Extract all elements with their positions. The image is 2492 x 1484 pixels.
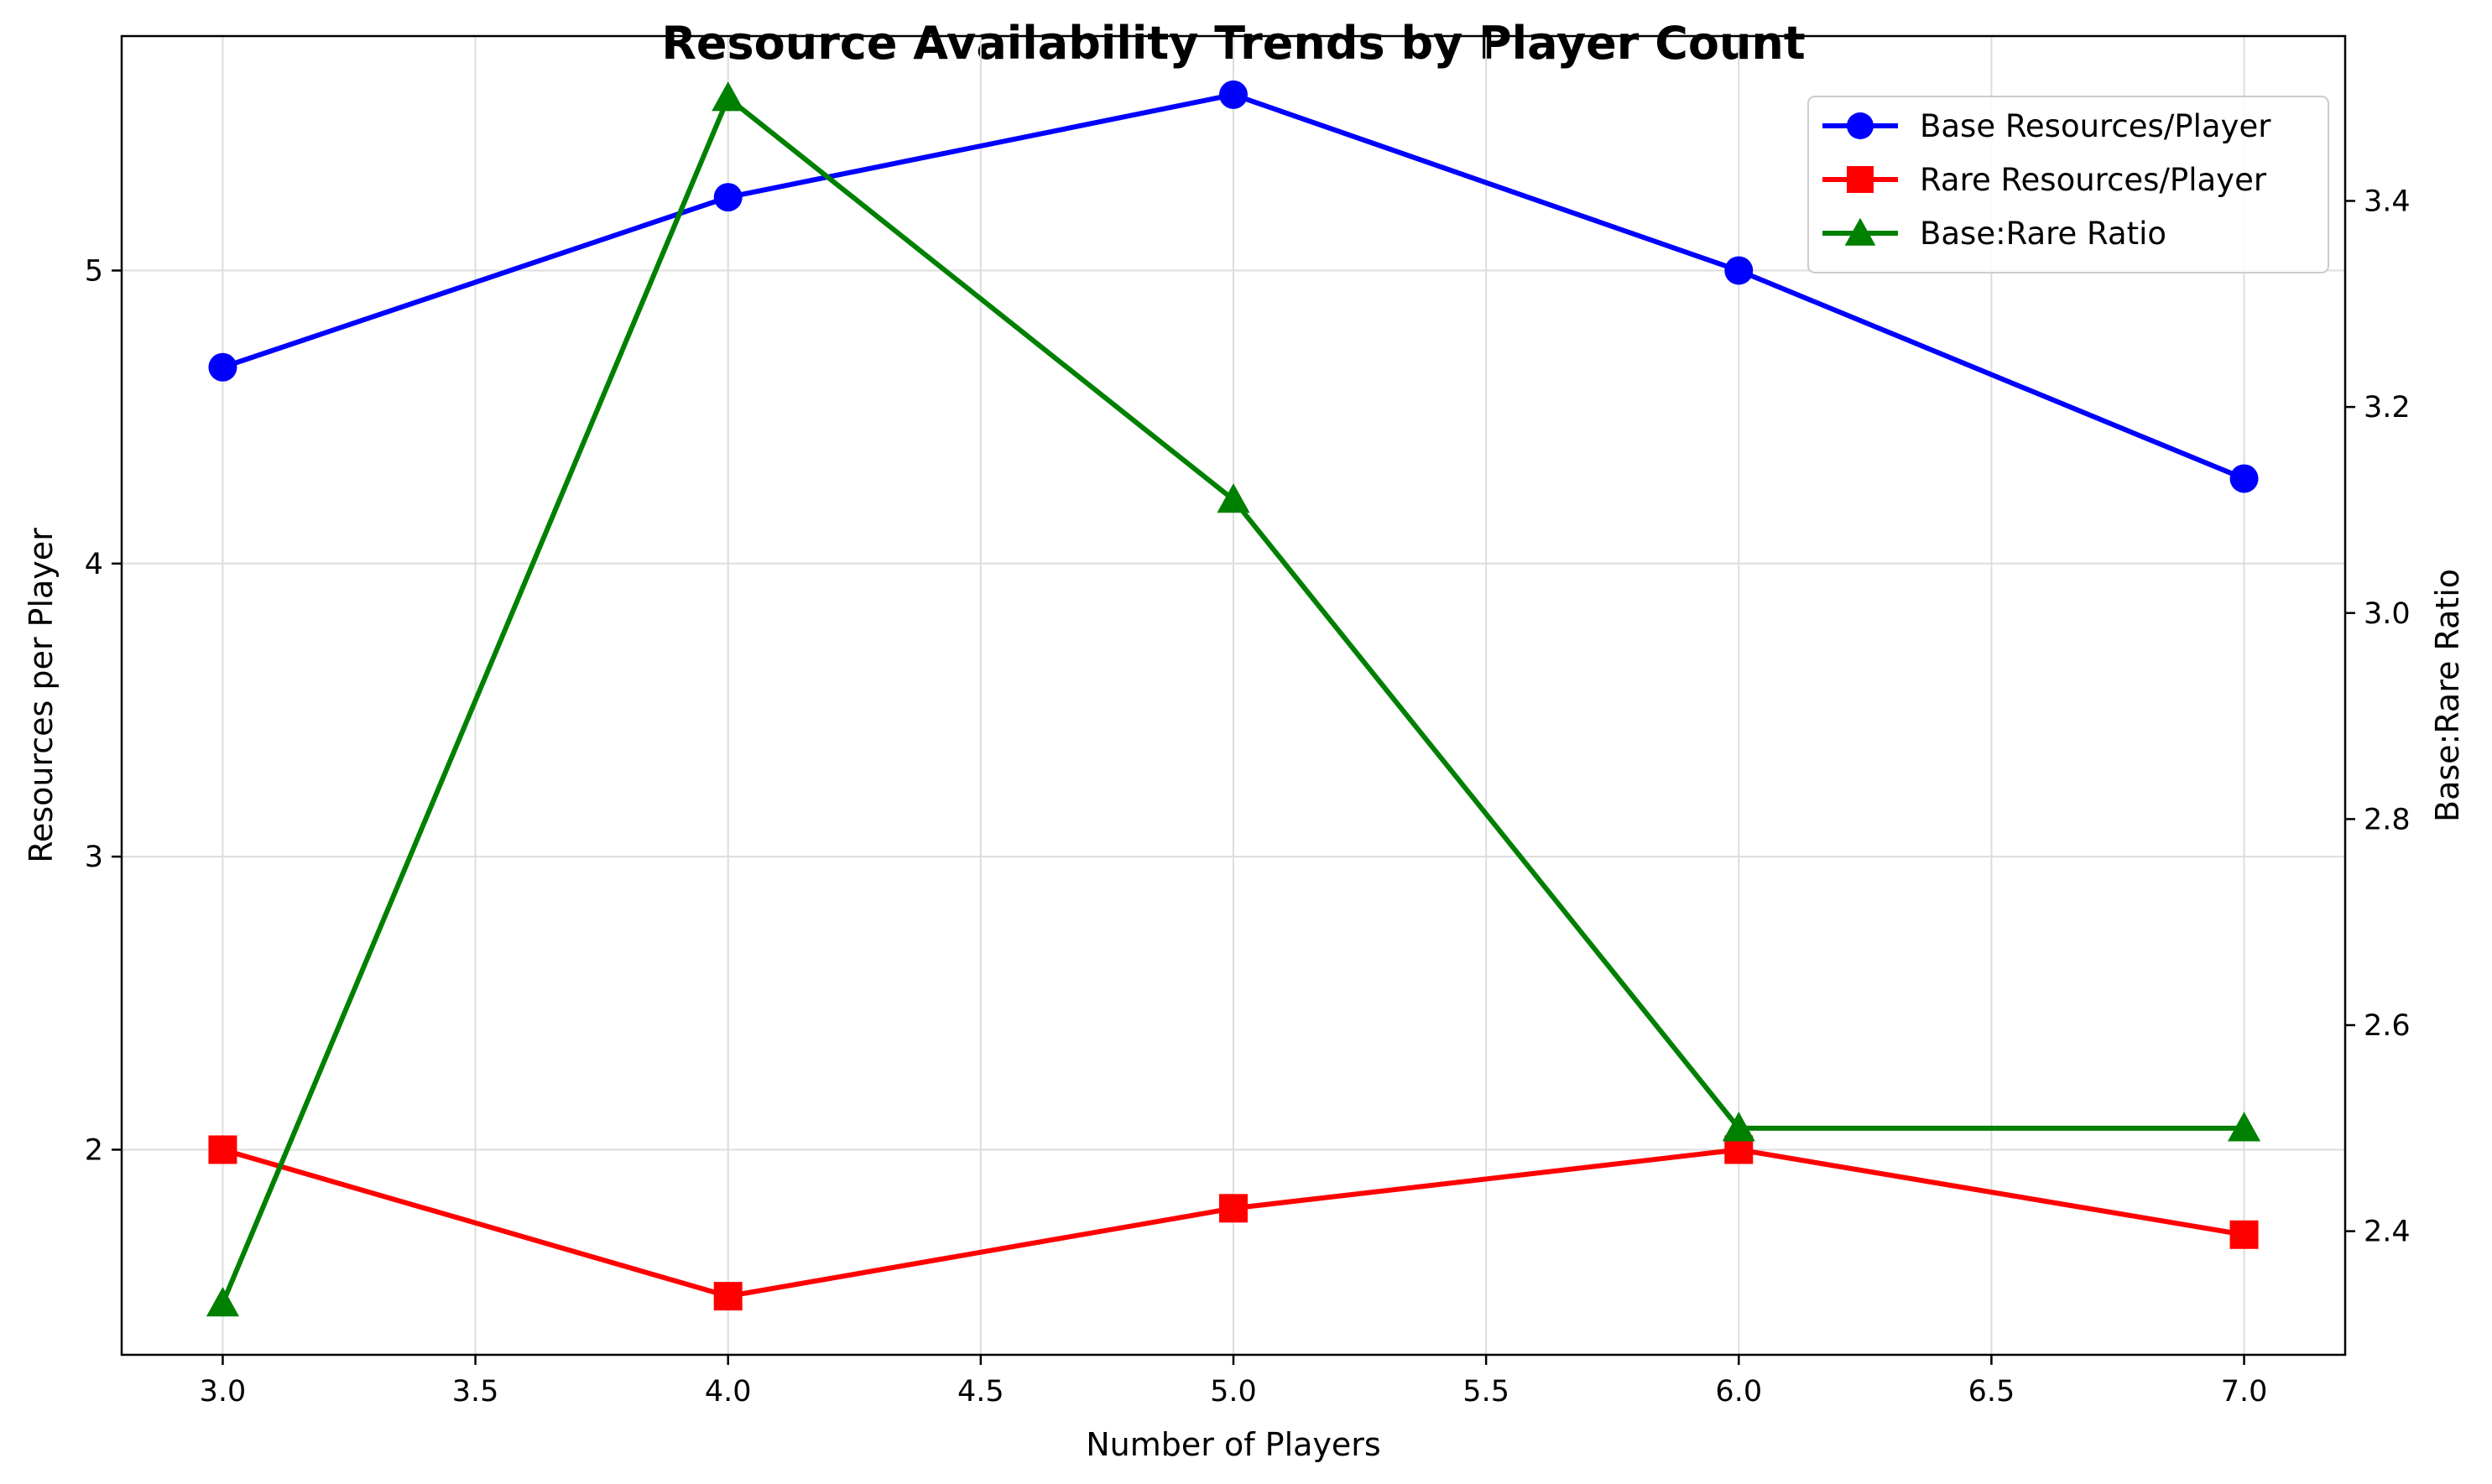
x-tick-label: 4.0 — [705, 1375, 752, 1408]
data-point — [1219, 80, 1248, 109]
legend-marker — [1847, 166, 1874, 193]
series-0 — [208, 80, 2259, 493]
legend-item: Base:Rare Ratio — [1822, 216, 2166, 252]
data-point — [2229, 1220, 2259, 1249]
legend: Base Resources/Player Rare Resources/Play… — [1807, 96, 2329, 273]
y-left-tick-label: 2 — [85, 1133, 103, 1167]
data-point — [208, 352, 237, 382]
x-tick-label: 5.0 — [1210, 1375, 1257, 1408]
y-axis-left-label: Resources per Player — [23, 528, 60, 863]
x-tick-label: 3.5 — [452, 1375, 499, 1408]
y-right-tick-label: 2.8 — [2364, 803, 2411, 836]
x-tick-label: 6.0 — [1715, 1375, 1762, 1408]
data-point — [2229, 464, 2259, 493]
x-axis: 3.0 3.5 4.0 4.5 5.0 5.5 6.0 6.5 7.0 — [200, 1355, 2268, 1408]
legend-marker — [1847, 112, 1874, 139]
legend-item: Rare Resources/Player — [1822, 162, 2267, 198]
legend-label: Base Resources/Player — [1920, 108, 2271, 144]
x-axis-label: Number of Players — [1086, 1426, 1380, 1463]
data-point — [2227, 1112, 2261, 1142]
data-point — [208, 1135, 237, 1164]
data-point — [206, 1287, 240, 1317]
x-tick-label: 3.0 — [200, 1375, 247, 1408]
data-point — [1724, 256, 1754, 285]
y-axis-left: 2 3 4 5 — [85, 254, 122, 1167]
series-2 — [206, 81, 2261, 1317]
x-tick-label: 7.0 — [2221, 1375, 2268, 1408]
legend-label: Rare Resources/Player — [1920, 162, 2267, 198]
y-axis-right-label: Base:Rare Ratio — [2429, 569, 2466, 822]
legend-box — [1807, 96, 2329, 273]
y-right-tick-label: 2.4 — [2364, 1216, 2411, 1249]
data-point — [712, 81, 745, 112]
x-tick-label: 5.5 — [1462, 1375, 1509, 1408]
y-right-tick-label: 3.0 — [2364, 597, 2411, 631]
data-point — [1722, 1112, 1755, 1142]
legend-marker — [1844, 217, 1876, 246]
y-axis-right: 2.4 2.6 2.8 3.0 3.2 3.4 — [2345, 185, 2411, 1249]
y-right-tick-label: 2.6 — [2364, 1009, 2411, 1043]
y-left-tick-label: 3 — [85, 841, 103, 874]
plot-series — [206, 80, 2261, 1317]
data-point — [1219, 1194, 1248, 1223]
x-tick-label: 6.5 — [1968, 1375, 2015, 1408]
x-tick-label: 4.5 — [957, 1375, 1004, 1408]
y-right-tick-label: 3.4 — [2364, 185, 2411, 219]
y-left-tick-label: 5 — [85, 254, 103, 288]
y-left-tick-label: 4 — [85, 548, 103, 581]
legend-label: Base:Rare Ratio — [1920, 216, 2166, 252]
legend-item: Base Resources/Player — [1822, 108, 2271, 144]
series-1 — [208, 1135, 2259, 1311]
data-point — [1217, 483, 1250, 513]
data-point — [713, 183, 743, 212]
data-point — [713, 1282, 743, 1311]
y-right-tick-label: 3.2 — [2364, 391, 2411, 424]
